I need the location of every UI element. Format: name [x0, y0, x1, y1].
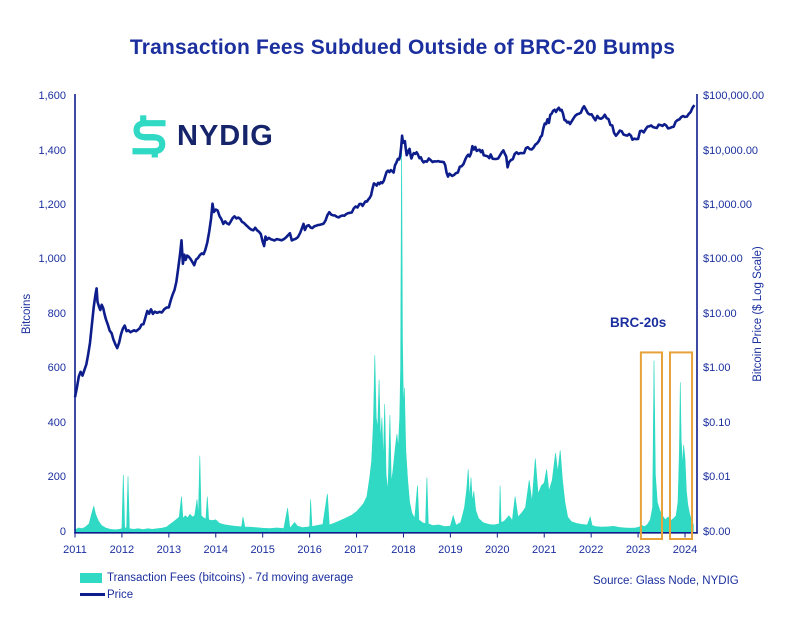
left-axis-tick-label: 1,400	[38, 144, 66, 157]
fees-area-series	[74, 137, 694, 533]
nydig-logo: NYDIG	[130, 113, 274, 159]
right-axis-tick-label: $10,000.00	[703, 144, 759, 157]
right-axis-tick-label: $100.00	[703, 253, 743, 266]
left-axis-tick-label: 1,600	[38, 90, 66, 103]
legend-swatch-fees-icon	[80, 572, 102, 583]
price-line-series	[73, 104, 696, 398]
brc20-highlight-box	[639, 351, 664, 540]
left-axis-tick-label: 1,000	[38, 253, 66, 266]
left-axis-tick-label: 0	[59, 525, 66, 538]
x-axis-tick-label: 2011	[63, 544, 87, 556]
right-axis-tick-label: $0.10	[703, 416, 731, 429]
x-axis-tick-label: 2014	[203, 544, 228, 556]
brc20-annotation-label: BRC-20s	[610, 315, 667, 330]
right-axis-tick-label: $10.00	[703, 307, 737, 320]
x-axis-tick-label: 2013	[156, 544, 182, 556]
x-axis-tick-label: 2018	[391, 544, 416, 556]
x-axis-tick-label: 2020	[485, 544, 510, 556]
left-axis-tick-label: 800	[47, 307, 66, 320]
x-axis-tick-label: 2022	[578, 544, 604, 556]
right-axis-tick-label: $100,000.00	[703, 90, 765, 103]
x-axis-tick-label: 2023	[625, 544, 651, 556]
left-axis-tick-label: 200	[47, 471, 66, 484]
brc20-highlight-box	[668, 351, 694, 540]
right-axis-tick-label: $1,000.00	[703, 199, 752, 212]
x-axis-tick-label: 2017	[344, 544, 369, 556]
legend-item-price: Price	[80, 586, 353, 603]
nydig-dollar-icon	[132, 115, 166, 158]
legend-item-fees: Transaction Fees (bitcoins) - 7d moving …	[80, 569, 353, 586]
left-axis-tick-label: 1,200	[38, 199, 66, 212]
legend-label-price: Price	[107, 588, 134, 601]
x-axis-tick-label: 2016	[297, 544, 322, 556]
right-axis-title: Bitcoin Price ($ Log Scale)	[752, 246, 764, 382]
left-axis-tick-label: 400	[47, 416, 66, 429]
source-note: Source: Glass Node, NYDIG	[593, 575, 739, 587]
legend-label-fees: Transaction Fees (bitcoins) - 7d moving …	[107, 571, 354, 584]
x-axis-tick-label: 2012	[109, 544, 135, 556]
right-axis-tick-label: $0.01	[703, 471, 731, 484]
page-title: Transaction Fees Subdued Outside of BRC-…	[129, 36, 676, 59]
x-axis-tick-label: 2024	[672, 544, 698, 556]
left-axis-tick-label: 600	[47, 362, 66, 375]
left-axis-title: Bitcoins	[21, 293, 33, 335]
x-axis-tick-label: 2019	[438, 544, 463, 556]
legend: Transaction Fees (bitcoins) - 7d moving …	[80, 569, 353, 603]
right-axis-tick-label: $0.00	[703, 525, 731, 538]
x-axis-tick-label: 2021	[531, 544, 557, 556]
right-axis-tick-label: $1.00	[703, 362, 731, 375]
nydig-wordmark: NYDIG	[177, 119, 274, 152]
legend-swatch-price-icon	[80, 593, 105, 596]
x-axis-tick-label: 2015	[250, 544, 275, 556]
